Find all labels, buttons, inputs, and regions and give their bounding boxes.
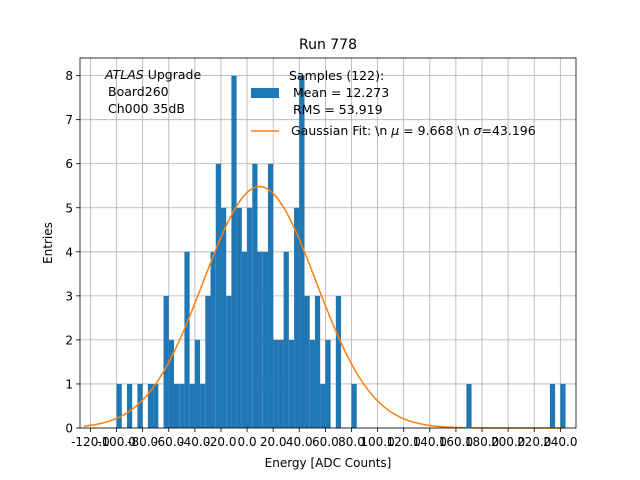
histogram-bar-35 [320,383,326,428]
legend-mu-symbol: μ [390,123,399,138]
legend: Samples (122): Mean = 12.273 RMS = 53.91… [251,68,536,138]
histogram-bar-2 [137,383,143,428]
histogram-bar-1 [126,383,133,428]
histogram-bar-39 [466,383,472,428]
x-tick-label-17: 220.0 [517,435,551,449]
histogram-bar-13 [205,295,211,428]
histogram-bar-15 [215,163,221,428]
y-tick-label-6: 6 [65,157,73,171]
histogram-bar-8 [179,383,185,428]
histogram-bar-21 [247,207,253,428]
histogram-bar-37 [335,295,342,428]
y-tick-label-0: 0 [65,422,73,436]
x-tick-label-18: 240.0 [543,435,577,449]
histogram-bar-19 [236,207,242,428]
histogram-bar-11 [194,339,201,428]
y-tick-label-2: 2 [65,333,73,347]
annotation-board: Board260 [108,84,169,99]
histogram-bar-40 [549,383,556,428]
histogram-bar-3 [147,383,154,428]
histogram-bar-16 [220,207,227,428]
histogram-bar-32 [304,295,310,428]
histogram-bar-24 [262,251,268,428]
y-tick-label-8: 8 [65,69,73,83]
y-axis-label: Entries [41,222,55,264]
legend-samples-line3: RMS = 53.919 [289,102,383,117]
x-axis-ticks: -120.0-100.0-80.0-60.0-40.0-20.0 0.0 20.0 4… [71,428,578,449]
y-tick-label-1: 1 [65,377,73,391]
histogram-bar-12 [200,383,206,428]
x-axis-label: Energy [ADC Counts] [265,456,392,470]
x-tick-label-6: 0.0 [238,435,257,449]
histogram-bar-38 [351,383,357,428]
x-tick-label-5: -20.0 [205,435,236,449]
x-tick-label-15: 180.0 [465,435,499,449]
histogram-bar-34 [314,295,321,428]
histogram-bar-14 [210,251,216,428]
histogram-bar-4 [153,383,159,428]
y-tick-label-4: 4 [65,245,73,259]
histogram-bar-36 [325,339,331,428]
x-tick-label-16: 200.0 [491,435,525,449]
x-tick-label-14: 160.0 [439,435,473,449]
x-tick-label-10: 80.0 [338,435,365,449]
histogram-bar-20 [241,251,248,428]
x-tick-label-8: 40.0 [286,435,313,449]
histogram-bars [116,75,566,428]
histogram-bar-27 [278,339,284,428]
x-tick-label-3: -60.0 [153,435,184,449]
histogram-bar-7 [173,383,180,428]
histogram-bar-25 [267,163,274,428]
x-tick-label-2: -80.0 [127,435,158,449]
histogram-bar-6 [168,339,174,428]
annotation-channel: Ch000 35dB [108,101,185,116]
y-axis-ticks: 0 1 2 3 4 5 6 7 8 [65,69,80,436]
histogram-bar-31 [299,75,305,428]
x-tick-label-4: -40.0 [179,435,210,449]
histogram-bar-0 [116,383,122,428]
chart-title: Run 778 [299,37,357,53]
y-tick-label-7: 7 [65,113,73,127]
legend-samples-swatch [251,88,279,98]
histogram-bar-22 [252,163,258,428]
atlas-annotation: ATLAS Upgrade Board260 Ch000 35dB [104,67,201,116]
histogram-bar-18 [231,75,237,428]
histogram-bar-33 [309,339,315,428]
x-tick-label-1: -100.0 [97,435,136,449]
histogram-bar-28 [283,251,289,428]
x-tick-label-0: -120.0 [71,435,110,449]
legend-fit-label: Gaussian Fit: \n μ = 9.668 \n σ=43.196 [291,123,536,138]
plot-frame [79,57,577,429]
y-tick-label-5: 5 [65,201,73,215]
legend-sigma-symbol: σ [474,123,483,138]
legend-samples-line1: Samples (122): [289,68,384,83]
histogram-bar-26 [273,339,279,428]
histogram-bar-30 [294,207,300,428]
x-tick-label-11: 100.0 [360,435,394,449]
histogram-bar-23 [257,251,263,428]
x-tick-label-9: 60.0 [312,435,339,449]
y-tick-label-3: 3 [65,289,73,303]
legend-samples-line2: Mean = 12.273 [289,85,389,100]
histogram-bar-41 [560,383,566,428]
x-tick-label-12: 120.0 [387,435,421,449]
histogram-bar-17 [226,295,232,428]
histogram-bar-29 [288,339,295,428]
histogram-bar-5 [163,295,169,428]
svg-text:ATLAS Upgrade: ATLAS Upgrade [104,67,201,82]
x-tick-label-7: 20.0 [260,435,287,449]
annotation-upgrade: Upgrade [144,67,202,82]
histogram-bar-10 [189,383,195,428]
annotation-atlas: ATLAS [104,67,144,82]
x-tick-label-13: 140.0 [413,435,447,449]
histogram-bar-9 [184,251,190,428]
